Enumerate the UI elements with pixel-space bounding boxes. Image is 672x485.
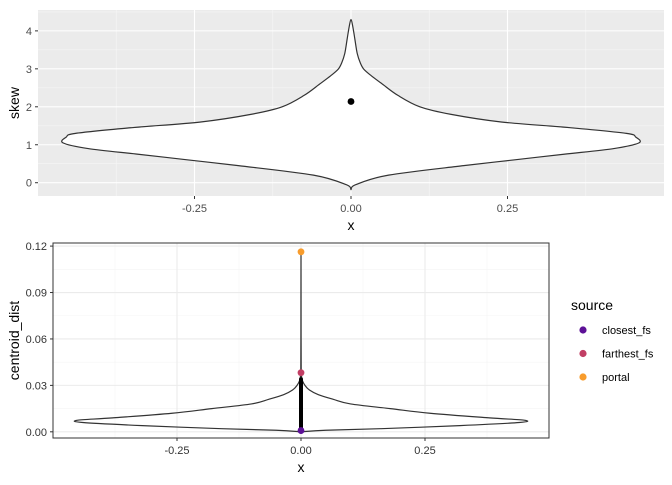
x-axis-label: x [348, 217, 355, 233]
y-tick-label: 0.03 [26, 380, 47, 392]
y-tick-label: 0 [26, 178, 32, 190]
x-tick-label: 0.25 [414, 445, 435, 457]
x-tick-label: -0.25 [164, 445, 189, 457]
legend-title: source [571, 297, 613, 313]
legend-key-farthest-fs [579, 349, 587, 358]
violin-panel-skew: 0 1 2 3 4 -0.25 0.00 0.25 x skew [6, 10, 664, 233]
x-tick-label: -0.25 [182, 203, 207, 215]
data-point-portal [297, 248, 305, 256]
legend-label: farthest_fs [602, 349, 654, 361]
x-axis-ticks: -0.25 0.00 0.25 [164, 438, 436, 457]
data-point-closest-fs [297, 427, 305, 434]
x-tick-label: 0.00 [290, 445, 311, 457]
data-point-farthest-fs [297, 369, 305, 377]
y-tick-label: 1 [26, 140, 32, 152]
legend-key-portal [579, 373, 587, 381]
y-tick-label: 3 [26, 64, 32, 76]
data-point [347, 98, 355, 105]
x-tick-label: 0.25 [497, 203, 518, 215]
y-axis-ticks: 0 1 2 3 4 [26, 26, 38, 190]
y-tick-label: 4 [26, 26, 32, 38]
data-points [347, 98, 355, 105]
legend-key-closest-fs [579, 326, 587, 334]
y-tick-label: 0.00 [26, 427, 47, 439]
legend-label: portal [602, 372, 630, 384]
y-tick-label: 0.12 [26, 241, 47, 253]
x-tick-label: 0.00 [340, 203, 361, 215]
y-axis-label: centroid_dist [6, 301, 22, 380]
y-axis-label: skew [6, 86, 22, 119]
violin-panel-centroid-dist: 0.00 0.03 0.06 0.09 0.12 -0.25 0.00 0.25 x cen… [6, 241, 550, 475]
y-tick-label: 2 [26, 102, 32, 114]
y-tick-label: 0.06 [26, 334, 47, 346]
x-axis-ticks: -0.25 0.00 0.25 [182, 196, 518, 215]
legend-label: closest_fs [602, 325, 651, 337]
data-points [297, 248, 305, 434]
y-axis-ticks: 0.00 0.03 0.06 0.09 0.12 [26, 241, 53, 439]
y-tick-label: 0.09 [26, 288, 47, 300]
x-axis-label: x [298, 459, 305, 475]
